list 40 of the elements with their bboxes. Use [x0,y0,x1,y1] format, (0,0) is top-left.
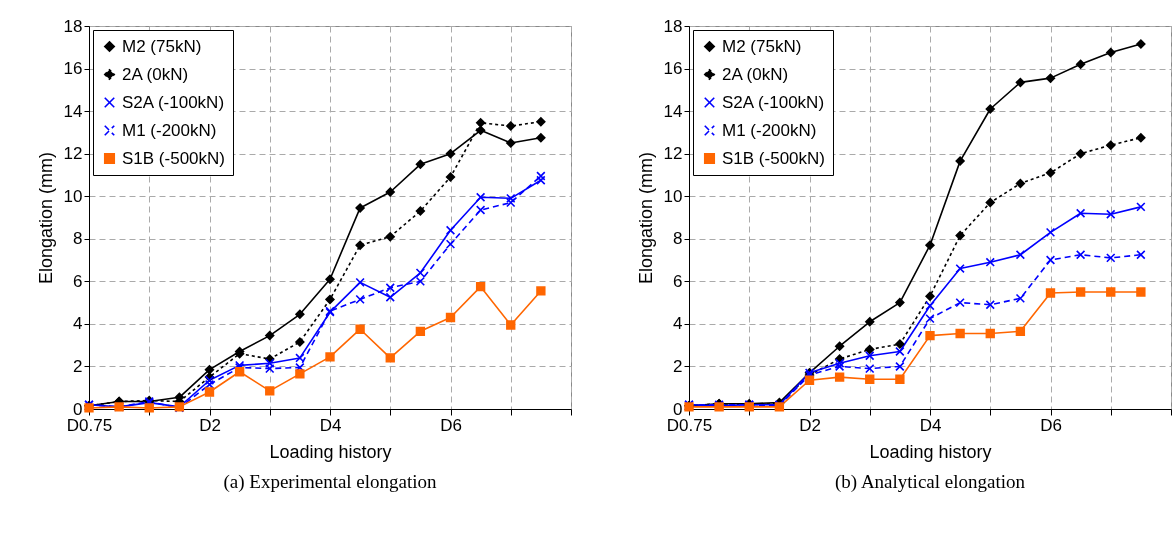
y-tick-label: 6 [73,271,83,291]
y-tick-label: 18 [63,16,83,36]
y-tick-label: 6 [673,271,683,291]
y-tick-label: 16 [663,59,683,79]
y-tick-label: 12 [663,144,683,164]
y-tick-label: 16 [63,59,83,79]
legend-label: S1B (-500kN) [722,148,825,168]
y-tick-label: 10 [663,186,683,206]
legend-label: S1B (-500kN) [122,148,225,168]
legend-label: 2A (0kN) [122,64,189,84]
y-tick-label: 10 [63,186,83,206]
text: (b) Analytical elongation [835,471,1026,493]
x-axis-title: Loading history [269,441,392,462]
legend-label: 2A (0kN) [722,64,789,84]
x-tick-label: D4 [319,415,342,435]
legend-label: S2A (-100kN) [122,92,225,112]
x-tick-label: D6 [440,415,462,435]
x-tick-label: D4 [919,415,942,435]
y-tick-label: 14 [63,101,83,121]
y-tick-label: 2 [73,356,83,376]
x-tick-label: D2 [199,415,221,435]
y-tick-label: 8 [73,229,83,249]
y-axis-title: Elongation (mm) [635,151,656,285]
legend-label: M1 (-200kN) [122,120,217,140]
legend-label: M1 (-200kN) [722,120,817,140]
y-tick-label: 14 [663,101,683,121]
y-axis-title: Elongation (mm) [35,151,56,285]
legend-label: M2 (75kN) [122,36,202,56]
x-tick-label: D2 [799,415,821,435]
legend-label: M2 (75kN) [722,36,802,56]
y-tick-label: 2 [673,356,683,376]
y-tick-label: 4 [73,314,83,334]
y-tick-label: 8 [673,229,683,249]
y-tick-label: 4 [673,314,683,334]
text: (a) Experimental elongation [223,471,438,493]
legend-label: S2A (-100kN) [722,92,825,112]
x-axis-title: Loading history [869,441,992,462]
x-tick-label: D6 [1040,415,1062,435]
y-tick-label: 12 [63,144,83,164]
y-tick-label: 18 [663,16,683,36]
